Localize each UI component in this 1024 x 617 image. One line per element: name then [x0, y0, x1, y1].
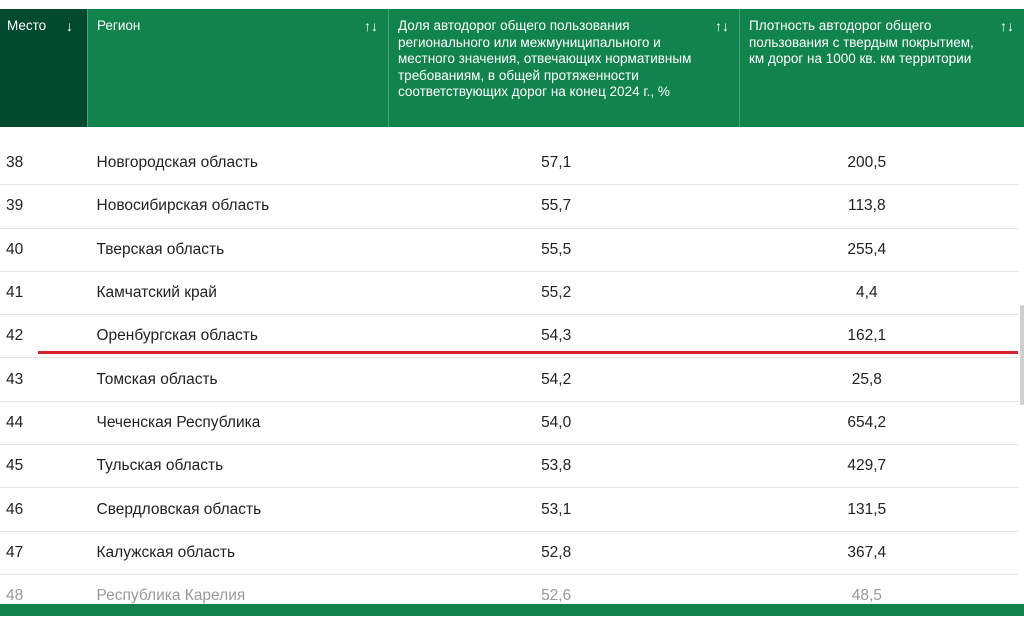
- sort-icon[interactable]: ↑↓: [364, 18, 378, 34]
- cell-place: 47: [6, 543, 24, 561]
- sort-icon[interactable]: ↑↓: [715, 18, 729, 34]
- table-row: 45 Тульская область 53,8 429,7: [0, 445, 1018, 489]
- column-header-region[interactable]: Регион ↑↓: [88, 9, 389, 127]
- cell-region: Республика Карелия: [96, 587, 246, 605]
- cell-share: 53,8: [541, 457, 572, 475]
- cell-density: 367,4: [847, 543, 887, 561]
- scrollbar[interactable]: [1020, 305, 1024, 405]
- sort-down-icon[interactable]: ↓: [66, 18, 73, 34]
- column-label: Плотность автодорог общего пользования с…: [749, 18, 974, 66]
- cell-place: 39: [6, 197, 24, 215]
- cell-region: Томская область: [96, 370, 218, 388]
- cell-share: 54,2: [541, 370, 572, 388]
- column-label: Место: [7, 18, 47, 33]
- column-header-share[interactable]: Доля автодорог общего пользования регион…: [389, 9, 740, 127]
- table-row: 47 Калужская область 52,8 367,4: [0, 532, 1018, 575]
- cell-region: Чеченская Республика: [96, 413, 261, 431]
- cell-place: 41: [6, 284, 24, 302]
- table-body: 38 Новгородская область 57,1 200,5 39 Новосиб…: [0, 142, 1018, 617]
- cell-density: 25,8: [851, 370, 882, 388]
- cell-share: 52,8: [541, 543, 572, 561]
- cell-share: 55,5: [541, 240, 572, 258]
- table-row: 39 Новосибирская область 55,7 113,8: [0, 185, 1018, 229]
- table-row: 42 Оренбургская область 54,3 162,1: [0, 315, 1018, 359]
- table-row: 46 Свердловская область 53,1 131,5: [0, 488, 1018, 532]
- table-row: 38 Новгородская область 57,1 200,5: [0, 142, 1018, 186]
- cell-share: 54,0: [541, 413, 572, 431]
- cell-region: Тульская область: [96, 457, 224, 475]
- column-label: Доля автодорог общего пользования регион…: [398, 18, 692, 99]
- cell-region: Свердловская область: [96, 500, 262, 518]
- cell-region: Калужская область: [96, 543, 236, 561]
- column-header-place[interactable]: Место ↓: [0, 9, 88, 127]
- footer-bar: [0, 604, 1024, 616]
- sort-icon[interactable]: ↑↓: [1000, 18, 1014, 34]
- cell-region: Новосибирская область: [96, 197, 270, 215]
- cell-place: 44: [6, 413, 24, 431]
- cell-place: 48: [6, 587, 24, 605]
- cell-place: 42: [6, 327, 24, 345]
- cell-place: 38: [6, 154, 24, 172]
- table-row: 43 Томская область 54,2 25,8: [0, 358, 1018, 402]
- cell-region: Новгородская область: [96, 154, 259, 172]
- cell-share: 55,7: [541, 197, 572, 215]
- table-row: 48 Республика Карелия 52,6 48,5: [0, 575, 1018, 617]
- cell-density: 48,5: [851, 587, 882, 605]
- cell-density: 162,1: [847, 327, 887, 345]
- cell-density: 4,4: [856, 284, 878, 302]
- highlight-line: [38, 351, 1018, 354]
- cell-region: Камчатский край: [96, 284, 217, 302]
- cell-region: Тверская область: [96, 240, 225, 258]
- cell-region: Оренбургская область: [96, 327, 259, 345]
- cell-density: 113,8: [847, 197, 886, 215]
- cell-place: 43: [6, 370, 24, 388]
- cell-place: 45: [6, 457, 24, 475]
- cell-place: 40: [6, 240, 24, 258]
- cell-share: 52,6: [541, 587, 572, 605]
- cell-share: 55,2: [541, 284, 572, 302]
- cell-place: 46: [6, 500, 24, 518]
- table-row: 40 Тверская область 55,5 255,4: [0, 229, 1018, 272]
- cell-share: 53,1: [541, 500, 572, 518]
- cell-density: 200,5: [847, 154, 887, 172]
- cell-density: 131,5: [847, 500, 887, 518]
- cell-share: 57,1: [541, 154, 572, 172]
- cell-share: 54,3: [541, 327, 572, 345]
- table-row: 44 Чеченская Республика 54,0 654,2: [0, 402, 1018, 446]
- cell-density: 255,4: [847, 240, 887, 258]
- table-row: 41 Камчатский край 55,2 4,4: [0, 272, 1018, 316]
- column-header-density[interactable]: Плотность автодорог общего пользования с…: [740, 9, 1024, 127]
- cell-density: 654,2: [847, 413, 887, 431]
- column-label: Регион: [97, 18, 141, 33]
- table-header: Место ↓ Регион ↑↓ Доля автодорог общего по…: [0, 9, 1024, 127]
- cell-density: 429,7: [847, 457, 887, 475]
